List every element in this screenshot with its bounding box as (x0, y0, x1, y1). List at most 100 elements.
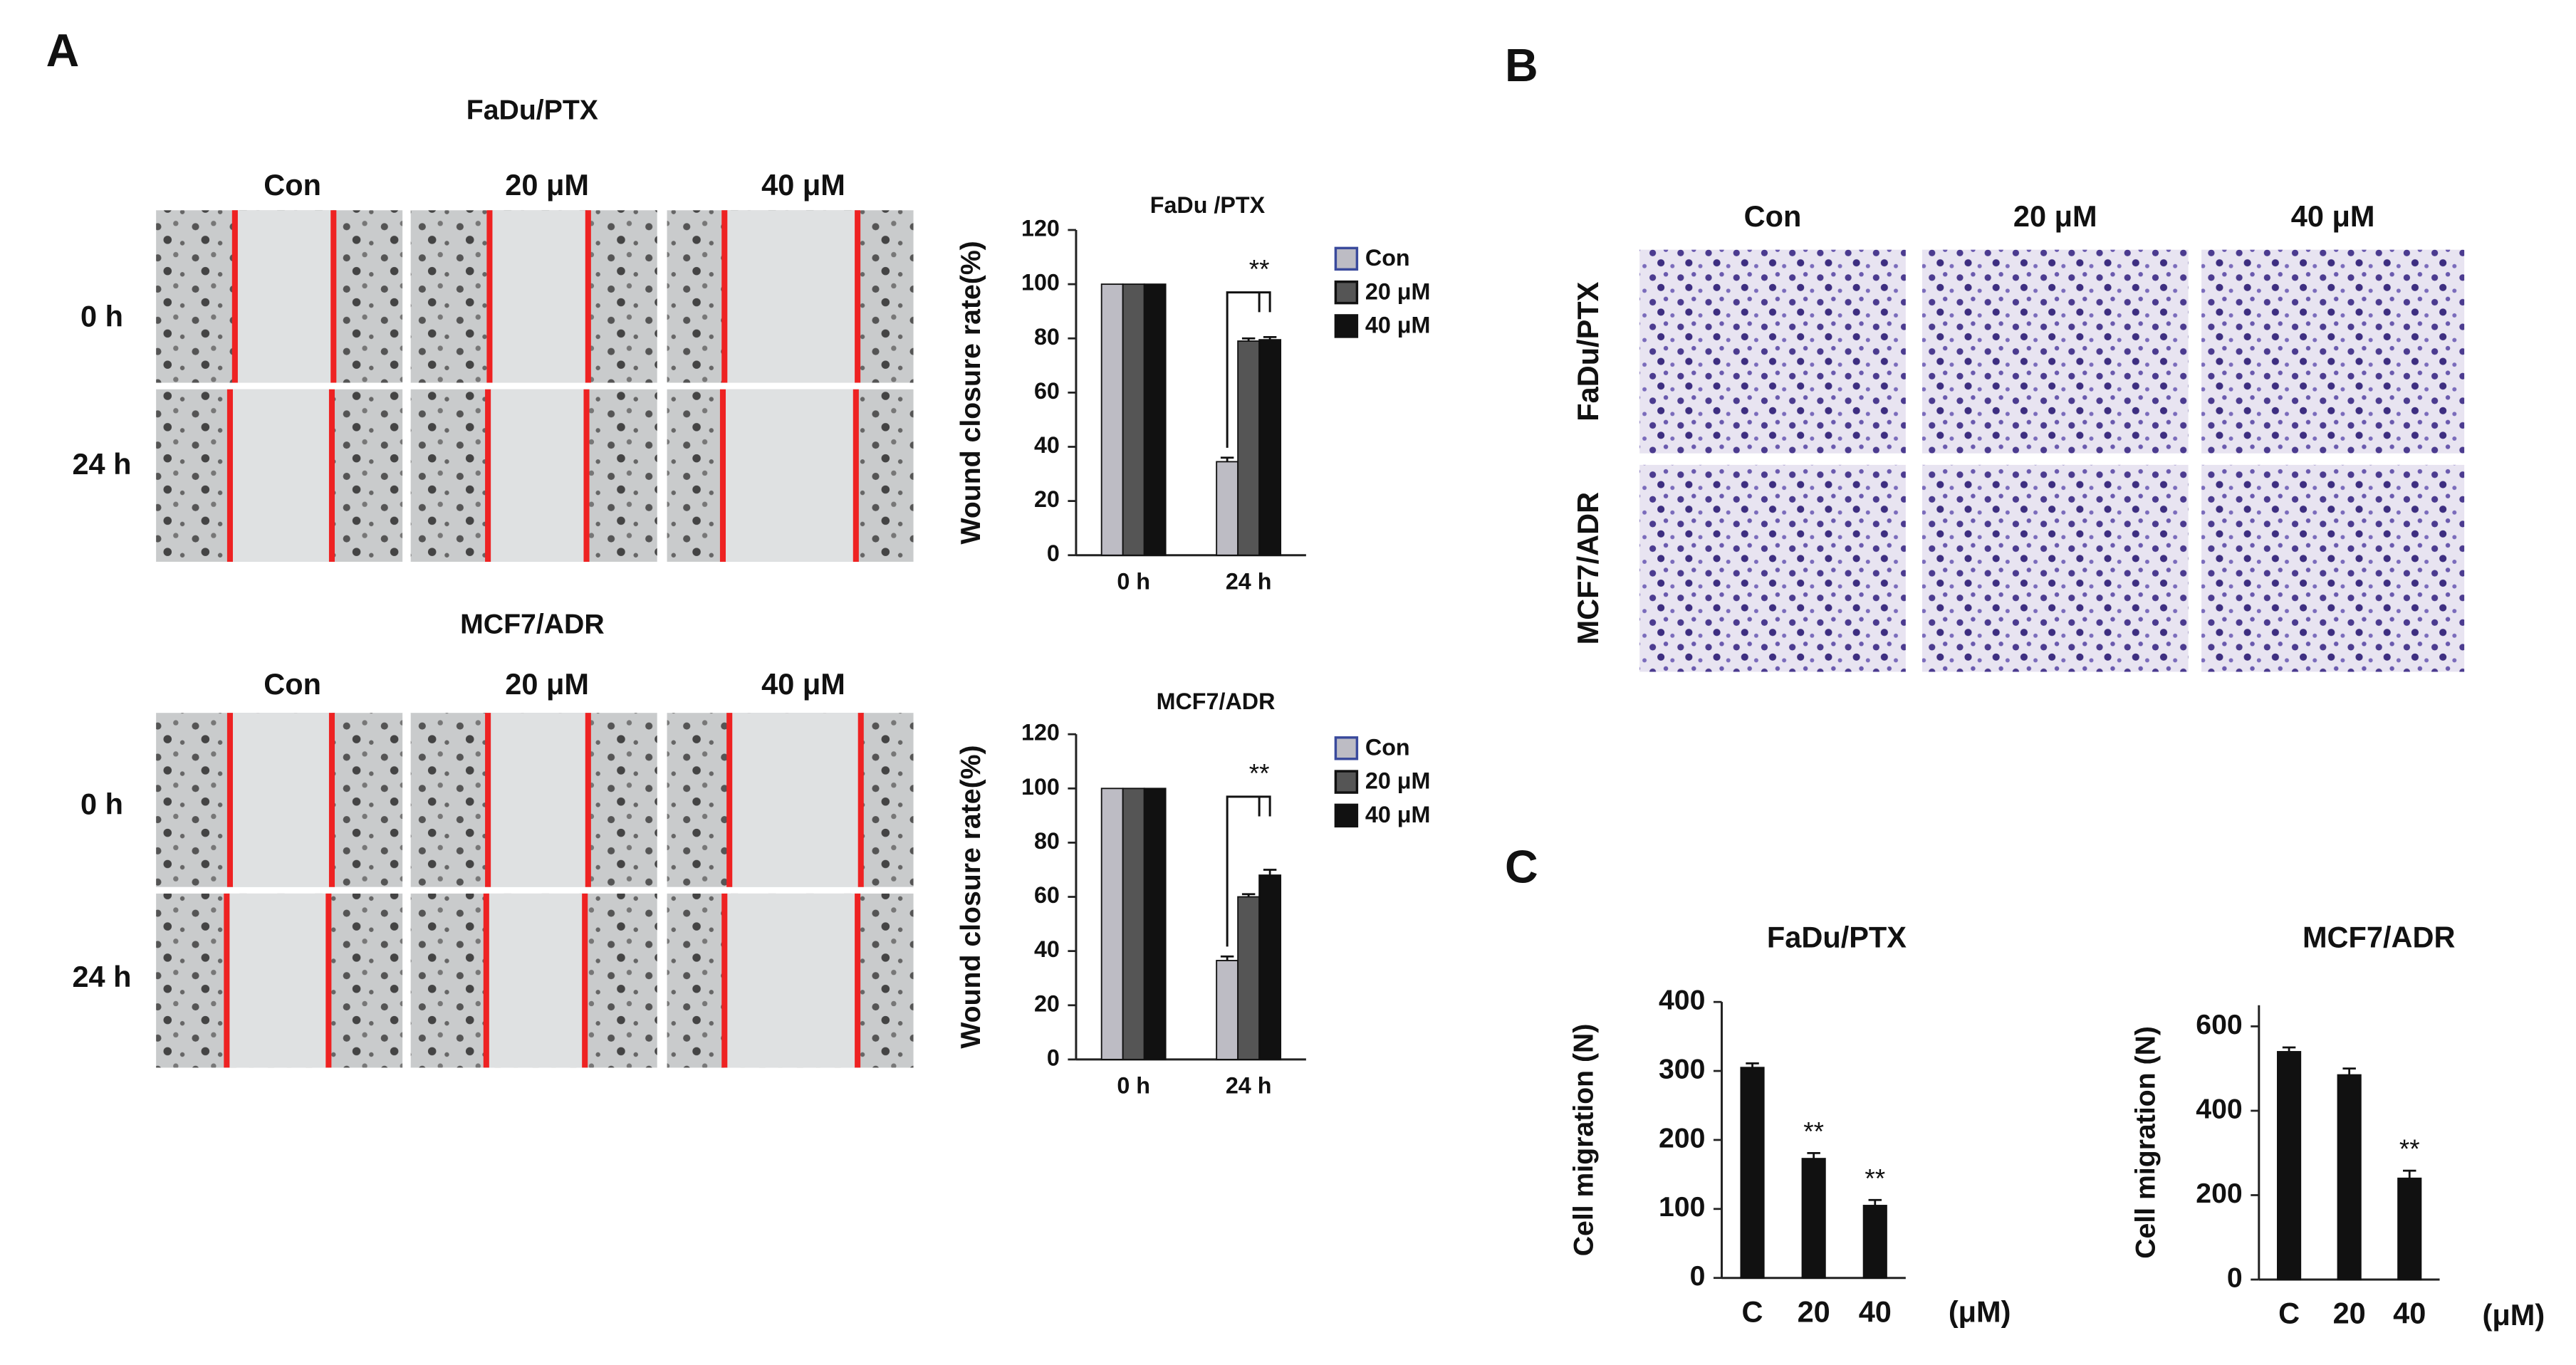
row-label: MCF7/ADR (1571, 492, 1605, 645)
x-tick-label: 0 h (1117, 1073, 1150, 1099)
x-tick-label: C (1742, 1295, 1763, 1328)
bar (1143, 788, 1167, 1060)
y-tick-label: 60 (1034, 378, 1060, 404)
bar (2277, 1051, 2302, 1280)
micrograph (1639, 249, 1906, 454)
y-tick-label: 40 (1034, 936, 1060, 962)
x-tick-label: 20 (2333, 1297, 2366, 1330)
y-tick-label: 400 (2196, 1094, 2242, 1124)
bar (1216, 960, 1239, 1060)
y-tick-label: 300 (1659, 1054, 1705, 1084)
wound-gap (234, 210, 334, 383)
y-tick-label: 120 (1021, 216, 1060, 241)
x-tick-label: 24 h (1226, 568, 1272, 594)
wound-gap (486, 893, 585, 1068)
bar (1258, 874, 1282, 1060)
y-tick-label: 100 (1659, 1192, 1705, 1223)
legend-swatch (1334, 803, 1359, 828)
y-tick-label: 0 (1047, 540, 1060, 566)
y-tick-label: 0 (2227, 1262, 2243, 1293)
column-label: 40 μM (761, 667, 845, 701)
y-tick-label: 100 (1021, 270, 1060, 296)
row-label: 24 h (72, 960, 131, 993)
wound-gap (724, 893, 858, 1068)
y-axis-label: Wound closure rate(%) (956, 745, 986, 1048)
x-tick-label: 40 (2393, 1297, 2426, 1330)
x-axis-label: (μM) (2483, 1298, 2545, 1332)
wound-gap (489, 210, 588, 383)
legend-swatch (1334, 246, 1359, 271)
legend-label: 20 μM (1365, 768, 1431, 794)
wound-gap (229, 713, 332, 887)
chart-title: MCF7/ADR (1157, 689, 1276, 714)
x-tick-label: 20 (1798, 1295, 1830, 1328)
legend-label: Con (1365, 245, 1410, 271)
column-label: Con (264, 168, 321, 202)
column-label: 20 μM (2013, 199, 2097, 233)
x-tick-label: C (2278, 1297, 2300, 1330)
wound-gap (229, 389, 332, 562)
column-label: 40 μM (761, 168, 845, 202)
chart-title: FaDu /PTX (1150, 192, 1266, 218)
bar (1216, 461, 1239, 556)
column-label: Con (1744, 199, 1802, 233)
bar (2337, 1074, 2362, 1280)
significance-bracket (1226, 291, 1271, 448)
bar (1862, 1205, 1887, 1279)
bar (1801, 1158, 1826, 1279)
column-label: Con (264, 667, 321, 701)
legend-label: 40 μM (1365, 313, 1431, 338)
x-axis-label: (μM) (1949, 1295, 2011, 1328)
y-tick-label: 0 (1047, 1045, 1060, 1070)
y-tick-label: 100 (1021, 774, 1060, 800)
panel-label: C (1505, 842, 1538, 893)
panel-label: A (46, 25, 80, 76)
x-tick-label: 24 h (1226, 1073, 1272, 1099)
y-tick-label: 80 (1034, 828, 1060, 854)
bar (2397, 1177, 2422, 1280)
column-label: 40 μM (2291, 199, 2375, 233)
wound-gap (488, 713, 588, 887)
legend-swatch (1334, 314, 1359, 338)
y-tick-label: 20 (1034, 990, 1060, 1016)
y-tick-label: 600 (2196, 1010, 2242, 1040)
bar (1100, 788, 1124, 1060)
y-axis-label: Wound closure rate(%) (956, 241, 986, 544)
bar (1258, 339, 1282, 556)
legend-swatch (1334, 736, 1359, 760)
bar (1122, 788, 1145, 1060)
row-label: FaDu/PTX (1571, 281, 1605, 421)
y-tick-label: 20 (1034, 486, 1060, 512)
bar (1237, 340, 1261, 556)
group-title: FaDu/PTX (466, 95, 598, 125)
y-axis-label: Cell migration (N) (1568, 1024, 1599, 1257)
bar (1740, 1067, 1765, 1279)
bar (1237, 896, 1261, 1060)
y-tick-label: 120 (1021, 720, 1060, 746)
significance: ** (1865, 1163, 1885, 1193)
wound-gap (724, 210, 858, 383)
bar (1122, 283, 1145, 556)
y-tick-label: 80 (1034, 324, 1060, 350)
chart-title: MCF7/ADR (2303, 920, 2456, 953)
micrograph (1921, 249, 2189, 454)
chart-title: FaDu/PTX (1767, 920, 1907, 953)
y-axis-label: Cell migration (N) (2130, 1026, 2161, 1259)
y-tick-label: 60 (1034, 882, 1060, 908)
wound-gap (729, 713, 861, 887)
significance: ** (1803, 1116, 1824, 1146)
row-label: 24 h (72, 447, 131, 481)
y-tick-label: 200 (2196, 1178, 2242, 1209)
y-tick-label: 200 (1659, 1123, 1705, 1154)
legend-label: 20 μM (1365, 278, 1431, 304)
bar (1143, 283, 1167, 556)
significance: ** (1249, 759, 1270, 788)
row-label: 0 h (80, 300, 123, 333)
wound-gap (488, 389, 587, 562)
wound-gap (226, 893, 329, 1068)
y-tick-label: 0 (1690, 1261, 1706, 1292)
wound-gap (722, 389, 856, 562)
bar (1100, 283, 1124, 556)
significance: ** (2399, 1134, 2420, 1163)
